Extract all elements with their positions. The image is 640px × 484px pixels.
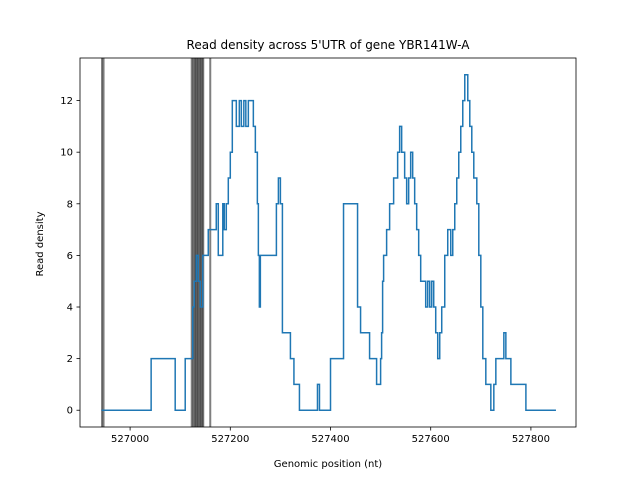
x-tick-label: 527000 <box>111 434 149 445</box>
x-axis-label: Genomic position (nt) <box>274 459 383 470</box>
plot-area: 527000 527200 527400 527600 527800 0 2 4 6 8 10 12 <box>60 57 577 445</box>
y-tick-label: 4 <box>67 303 73 314</box>
axes-frame <box>79 57 577 428</box>
y-tick-label: 10 <box>60 148 73 159</box>
y-axis-label: Read density <box>35 211 46 276</box>
x-tick-label: 527200 <box>211 434 249 445</box>
x-tick-label: 527600 <box>412 434 450 445</box>
y-tick-label: 0 <box>67 406 73 417</box>
y-tick-label: 8 <box>67 199 73 210</box>
y-tick-label: 2 <box>67 354 73 365</box>
y-tick-label: 12 <box>60 96 73 107</box>
x-tick-label: 527400 <box>311 434 349 445</box>
read-density-series-line <box>101 74 556 411</box>
y-tick-label: 6 <box>67 251 73 262</box>
x-tick-label: 527800 <box>512 434 550 445</box>
chart-title: Read density across 5'UTR of gene YBR141… <box>187 38 471 52</box>
